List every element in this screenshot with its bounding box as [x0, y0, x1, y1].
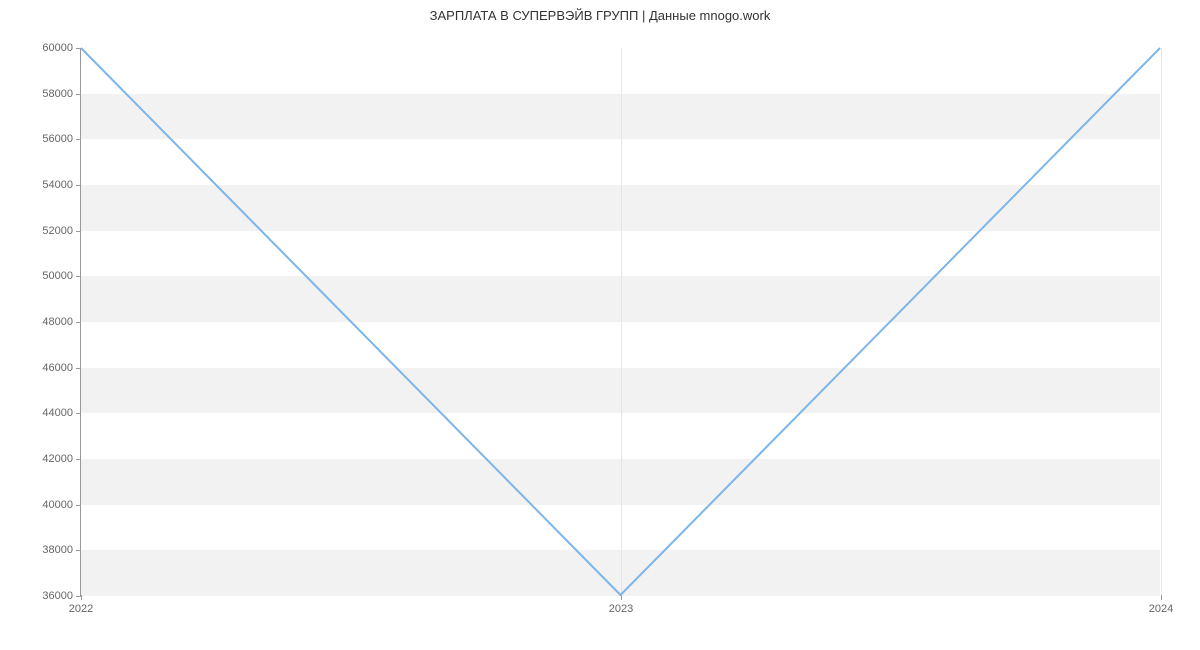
plot-area: 3600038000400004200044000460004800050000…: [80, 48, 1160, 596]
line-layer: [81, 48, 1160, 595]
x-tick-mark: [1161, 595, 1162, 600]
y-tick-label: 40000: [42, 499, 73, 511]
x-tick-label: 2023: [609, 603, 633, 615]
chart-title: ЗАРПЛАТА В СУПЕРВЭЙВ ГРУПП | Данные mnog…: [0, 8, 1200, 23]
x-tick-label: 2022: [69, 603, 93, 615]
y-tick-label: 44000: [42, 407, 73, 419]
y-tick-label: 54000: [42, 179, 73, 191]
y-tick-label: 50000: [42, 270, 73, 282]
salary-chart: ЗАРПЛАТА В СУПЕРВЭЙВ ГРУПП | Данные mnog…: [0, 0, 1200, 650]
grid-line-vertical: [1161, 48, 1162, 595]
y-tick-label: 58000: [42, 88, 73, 100]
y-tick-label: 56000: [42, 133, 73, 145]
y-tick-label: 38000: [42, 544, 73, 556]
y-tick-label: 42000: [42, 453, 73, 465]
x-tick-mark: [81, 595, 82, 600]
y-tick-label: 60000: [42, 42, 73, 54]
y-tick-label: 46000: [42, 362, 73, 374]
series-line-salary: [81, 48, 1160, 595]
y-tick-label: 52000: [42, 225, 73, 237]
x-tick-label: 2024: [1149, 603, 1173, 615]
y-tick-label: 48000: [42, 316, 73, 328]
y-tick-label: 36000: [42, 590, 73, 602]
